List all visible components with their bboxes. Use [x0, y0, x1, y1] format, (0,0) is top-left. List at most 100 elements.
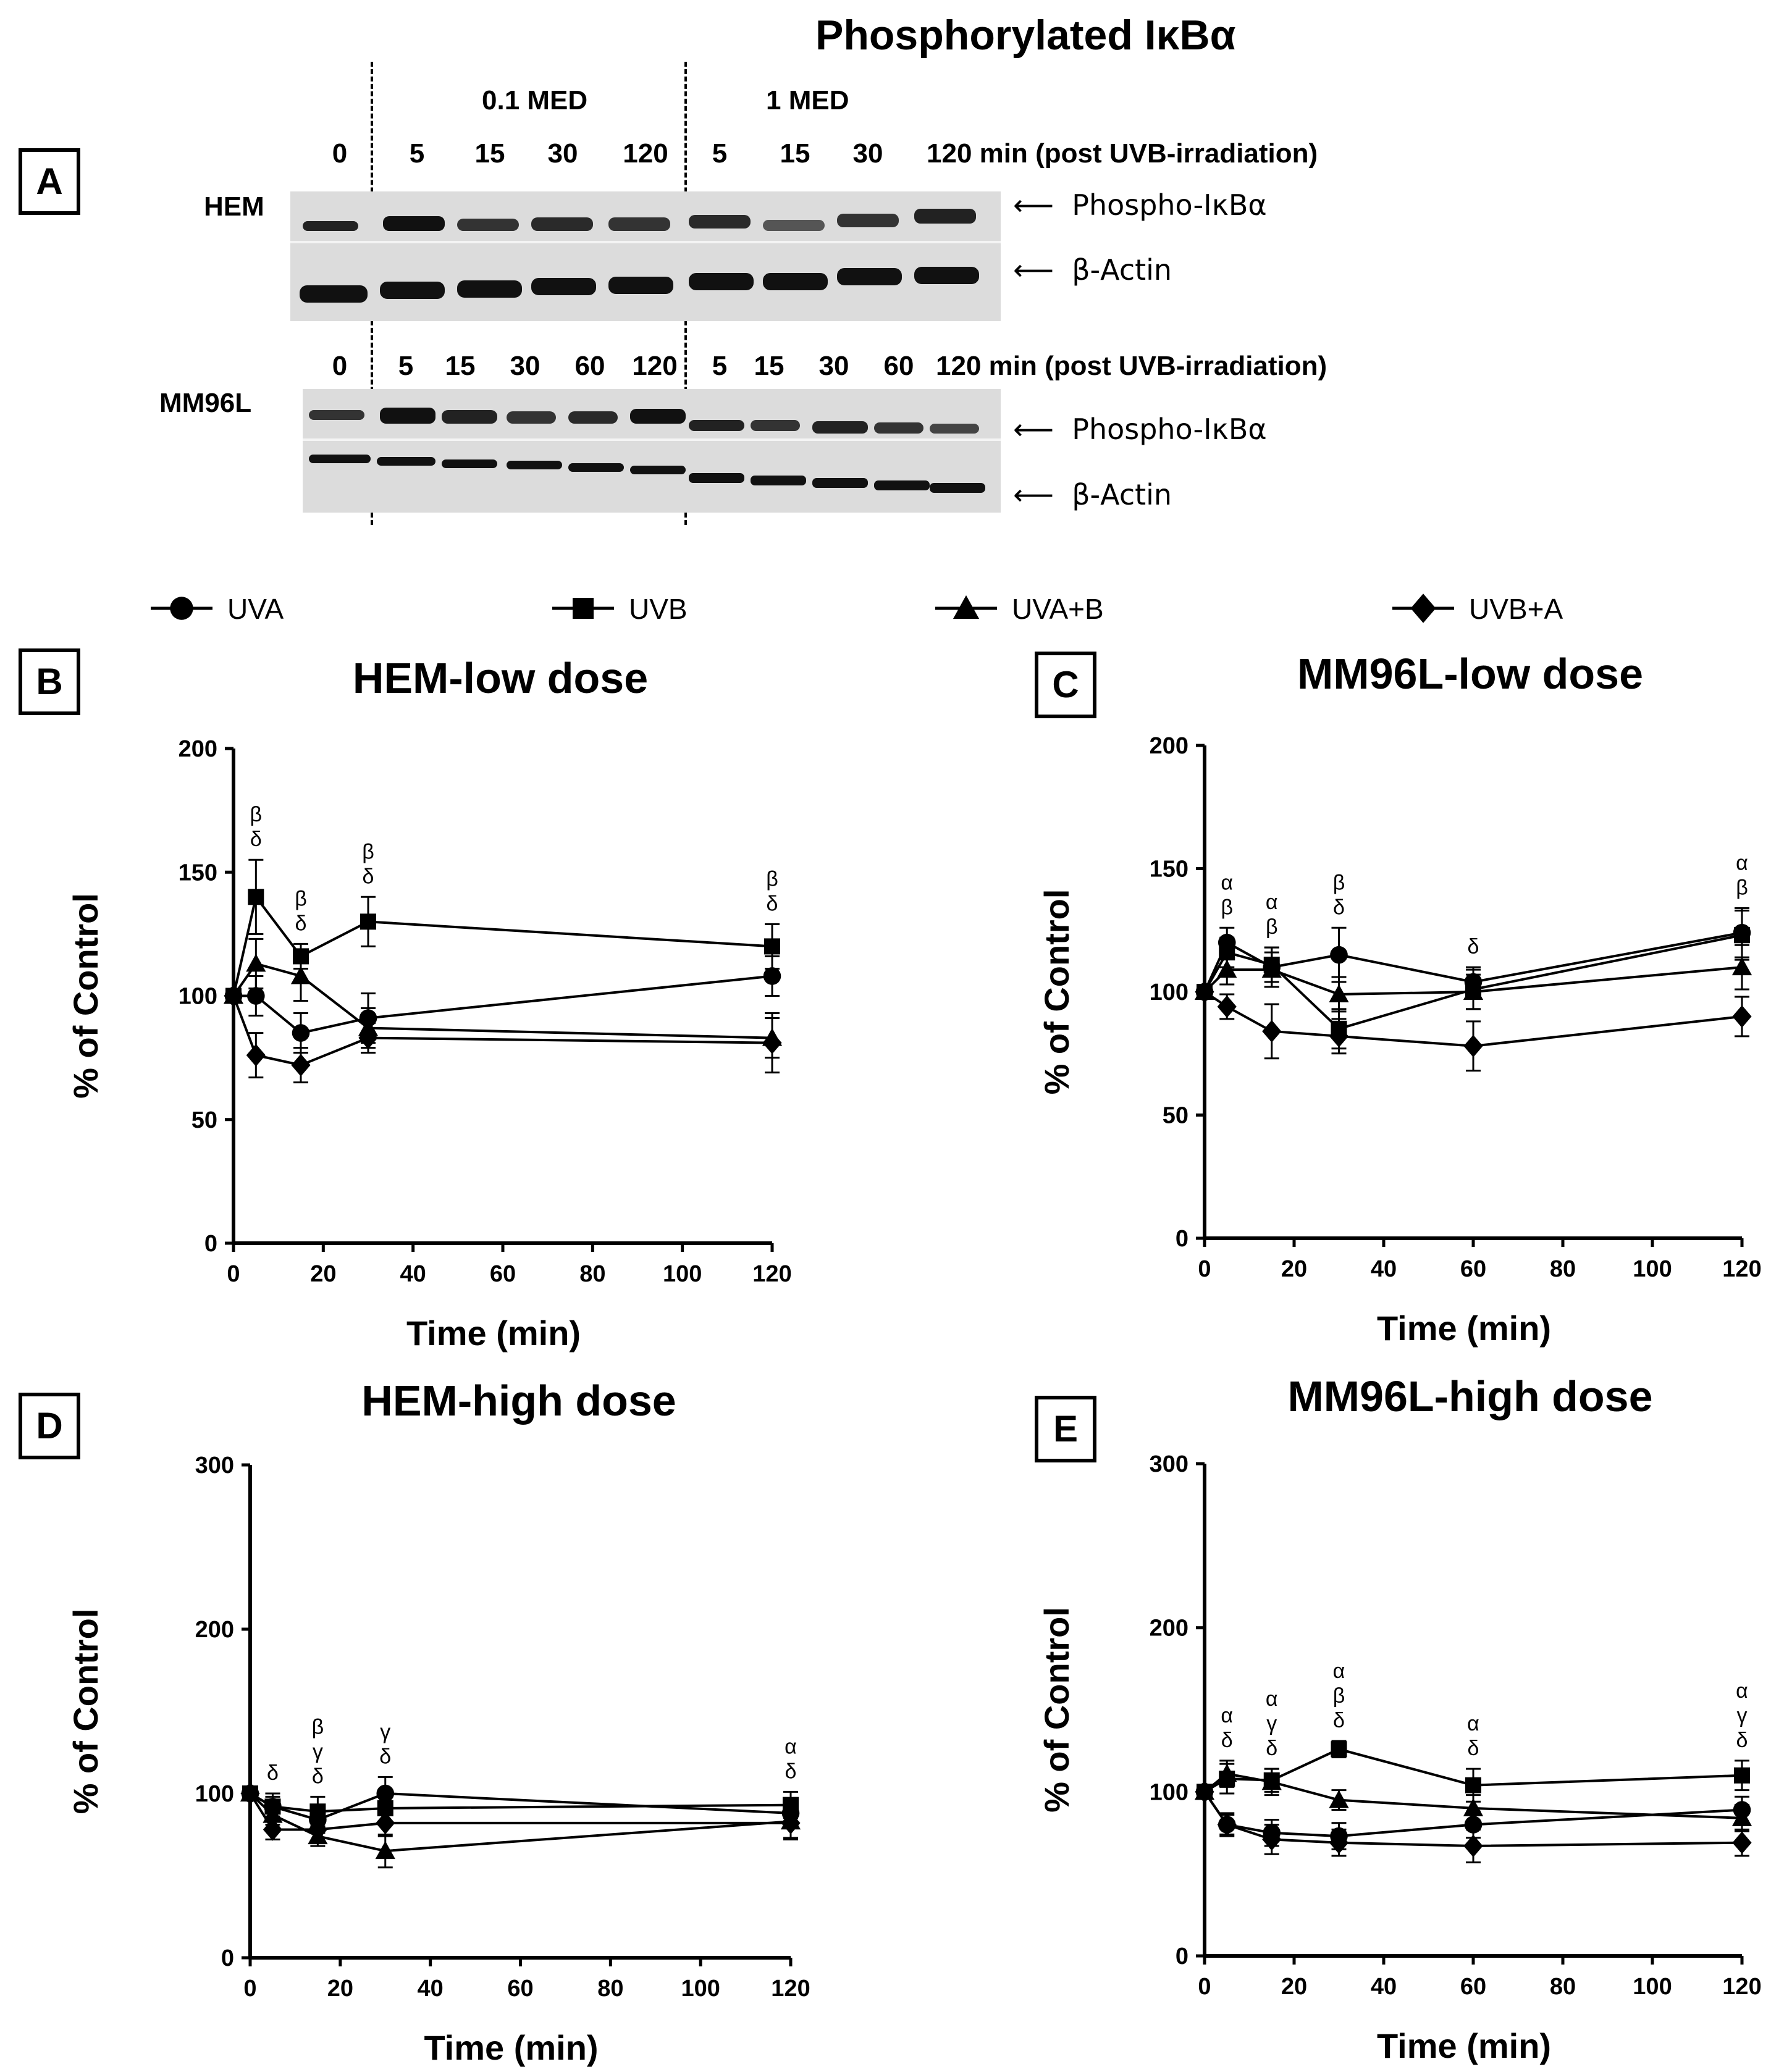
legend-marker-circle	[151, 597, 212, 620]
legend-label: UVB	[629, 593, 688, 625]
data-point	[291, 1054, 311, 1076]
significance-label: β	[1333, 871, 1345, 894]
x-tick-label: 60	[1460, 1256, 1486, 1282]
hem-cell-label: HEM	[204, 191, 264, 222]
mm96l-lane-label: 15	[445, 351, 476, 381]
data-point	[1734, 927, 1750, 944]
data-point	[263, 1818, 283, 1841]
x-tick-label: 60	[1460, 1974, 1486, 2000]
data-point	[1465, 1777, 1481, 1793]
data-point	[1331, 1741, 1347, 1758]
significance-label: δ	[267, 1761, 279, 1785]
series-uvb-plus-a	[240, 1782, 801, 1842]
data-point	[1731, 1808, 1752, 1826]
band-phospho-label: Phospho-IκBα	[1072, 413, 1267, 446]
arrow-icon: ⟵	[1013, 188, 1054, 222]
band-actin-label: β-Actin	[1072, 253, 1172, 287]
significance-label: α	[1266, 1687, 1278, 1711]
mm96l-blot-bands	[303, 389, 1001, 513]
y-tick-label: 150	[1150, 857, 1188, 883]
y-tick-label: 100	[1150, 979, 1188, 1005]
significance-label: δ	[312, 1764, 324, 1788]
legend-marker	[170, 597, 193, 620]
hem-lane-suffix: 120 min (post UVB-irradiation)	[927, 138, 1318, 169]
x-tick-label: 60	[490, 1261, 516, 1287]
panel-letter-d: D	[19, 1393, 80, 1459]
data-point	[292, 1024, 310, 1042]
significance-label: α	[1333, 1659, 1345, 1683]
mm96l-lane-label: 5	[712, 351, 728, 381]
data-point	[1732, 1005, 1752, 1028]
data-point	[1463, 981, 1484, 1000]
y-tick-label: 0	[1176, 1226, 1188, 1252]
x-tick-label: 20	[310, 1261, 336, 1287]
dose-label-low: 0.1 MED	[482, 85, 588, 115]
data-point	[1463, 1034, 1483, 1057]
significance-label: γ	[1737, 1704, 1748, 1727]
data-point	[247, 987, 265, 1005]
x-axis-label: Time (min)	[1377, 2026, 1551, 2065]
data-point	[290, 966, 311, 984]
chart-c: MM96L-low dose 0 20 40 60 80 100 120 0 50 100 150 20…	[1037, 650, 1762, 1348]
band-actin-label: β-Actin	[1072, 478, 1172, 511]
data-point	[248, 889, 264, 905]
chart-title: MM96L-low dose	[1297, 650, 1643, 698]
panel-letter-b: B	[19, 648, 80, 715]
y-tick-label: 200	[1150, 1616, 1188, 1642]
y-axis-label: % of Control	[1037, 1607, 1076, 1813]
mm96l-lane-suffix: 120 min (post UVB-irradiation)	[936, 351, 1327, 381]
significance-label: β	[1266, 915, 1278, 939]
data-point	[1217, 959, 1237, 978]
significance-label: δ	[295, 912, 307, 935]
x-tick-label: 120	[771, 1976, 810, 2002]
y-tick-label: 200	[195, 1617, 234, 1643]
x-tick-label: 20	[327, 1976, 353, 2002]
series-uvb-plus-a	[1195, 1780, 1752, 1864]
legend-marker	[573, 598, 594, 619]
data-point	[240, 1782, 260, 1805]
y-tick-label: 100	[1150, 1779, 1188, 1805]
data-point	[763, 967, 781, 985]
significance-label: δ	[1221, 1729, 1233, 1752]
x-axis-label: Time (min)	[406, 1314, 581, 1353]
significance-label: β	[766, 867, 778, 891]
y-tick-label: 200	[179, 736, 217, 762]
mm96l-cell-label: MM96L	[159, 388, 252, 418]
significance-label: α	[1736, 1679, 1748, 1703]
legend-marker	[1410, 593, 1436, 623]
legend-marker-diamond	[1392, 593, 1454, 623]
data-point	[1329, 1831, 1349, 1854]
y-axis-label: % of Control	[66, 1609, 105, 1814]
significance-label: δ	[250, 828, 262, 851]
mm96l-lane-label: 15	[754, 351, 785, 381]
legend-label: UVA	[227, 593, 284, 625]
x-tick-label: 100	[663, 1261, 702, 1287]
series-uvb-plus-a	[224, 984, 782, 1084]
significance-label: β	[1221, 895, 1233, 919]
x-tick-label: 20	[1281, 1974, 1307, 2000]
x-tick-label: 40	[1371, 1974, 1397, 2000]
significance-label: γ	[1266, 1712, 1277, 1735]
x-tick-label: 100	[1633, 1256, 1672, 1282]
data-point	[1195, 1780, 1214, 1803]
significance-label: δ	[1333, 1709, 1345, 1732]
x-tick-label: 40	[400, 1261, 426, 1287]
data-point	[1217, 995, 1237, 1018]
x-tick-label: 40	[418, 1976, 444, 2002]
mm96l-blot-image	[303, 389, 1001, 513]
x-tick-label: 0	[243, 1976, 256, 2002]
x-tick-label: 0	[1198, 1974, 1211, 2000]
x-tick-label: 40	[1371, 1256, 1397, 1282]
x-axis-label: Time (min)	[424, 2028, 598, 2067]
legend-item-uvb: UVB	[550, 590, 809, 627]
legend-label: UVB+A	[1469, 593, 1563, 625]
hem-actin-arrow-label: ⟵ β-Actin	[1013, 253, 1172, 287]
chart-b: HEM-low dose 0 20 40 60 80 100 120 0 50 100 150 200 T…	[66, 654, 792, 1353]
data-point	[358, 1026, 378, 1049]
data-point	[781, 1811, 801, 1835]
x-tick-label: 80	[597, 1976, 623, 2002]
significance-label: α	[1221, 871, 1233, 894]
data-point	[1262, 1020, 1282, 1043]
mm96l-lane-label: 30	[818, 351, 849, 381]
series-uvb-plus-a	[1195, 980, 1752, 1072]
